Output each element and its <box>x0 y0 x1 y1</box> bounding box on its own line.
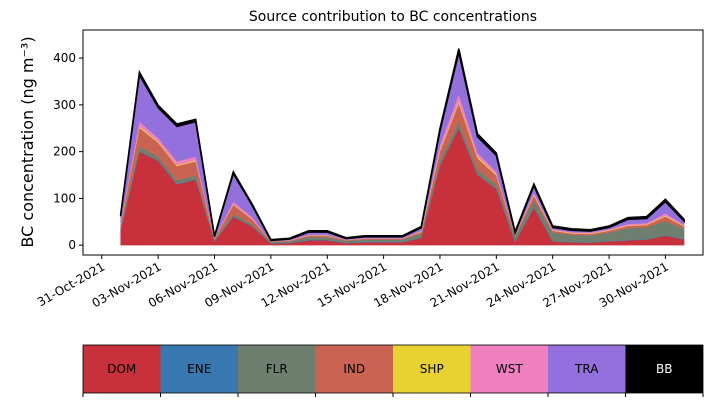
y-tick-label: 300 <box>53 98 76 112</box>
y-tick-label: 0 <box>68 238 76 252</box>
y-tick-label: 400 <box>53 51 76 65</box>
legend-swatch <box>83 345 161 393</box>
chart-title: Source contribution to BC concentrations <box>249 9 537 25</box>
y-axis-label: BC concentration (ng m⁻³) <box>18 36 37 247</box>
legend-swatch <box>238 345 316 393</box>
legend-swatch <box>160 345 238 393</box>
legend-swatch <box>470 345 548 393</box>
y-tick-label: 200 <box>53 145 76 159</box>
plot-frame <box>82 29 704 256</box>
legend-swatch <box>315 345 393 393</box>
legend-label: BB <box>656 362 672 376</box>
legend-label: IND <box>343 362 365 376</box>
legend-label: ENE <box>187 362 211 376</box>
legend-label: DOM <box>107 362 136 376</box>
area <box>119 48 685 242</box>
legend-frame <box>82 344 704 394</box>
legend-swatch <box>548 345 626 393</box>
legend-label: TRA <box>574 362 599 376</box>
legend-label: FLR <box>266 362 288 376</box>
legend-label: WST <box>496 362 523 376</box>
legend-label: SHP <box>420 362 444 376</box>
y-tick-label: 100 <box>53 191 76 205</box>
legend-swatch <box>393 345 471 393</box>
legend-swatch <box>625 345 703 393</box>
